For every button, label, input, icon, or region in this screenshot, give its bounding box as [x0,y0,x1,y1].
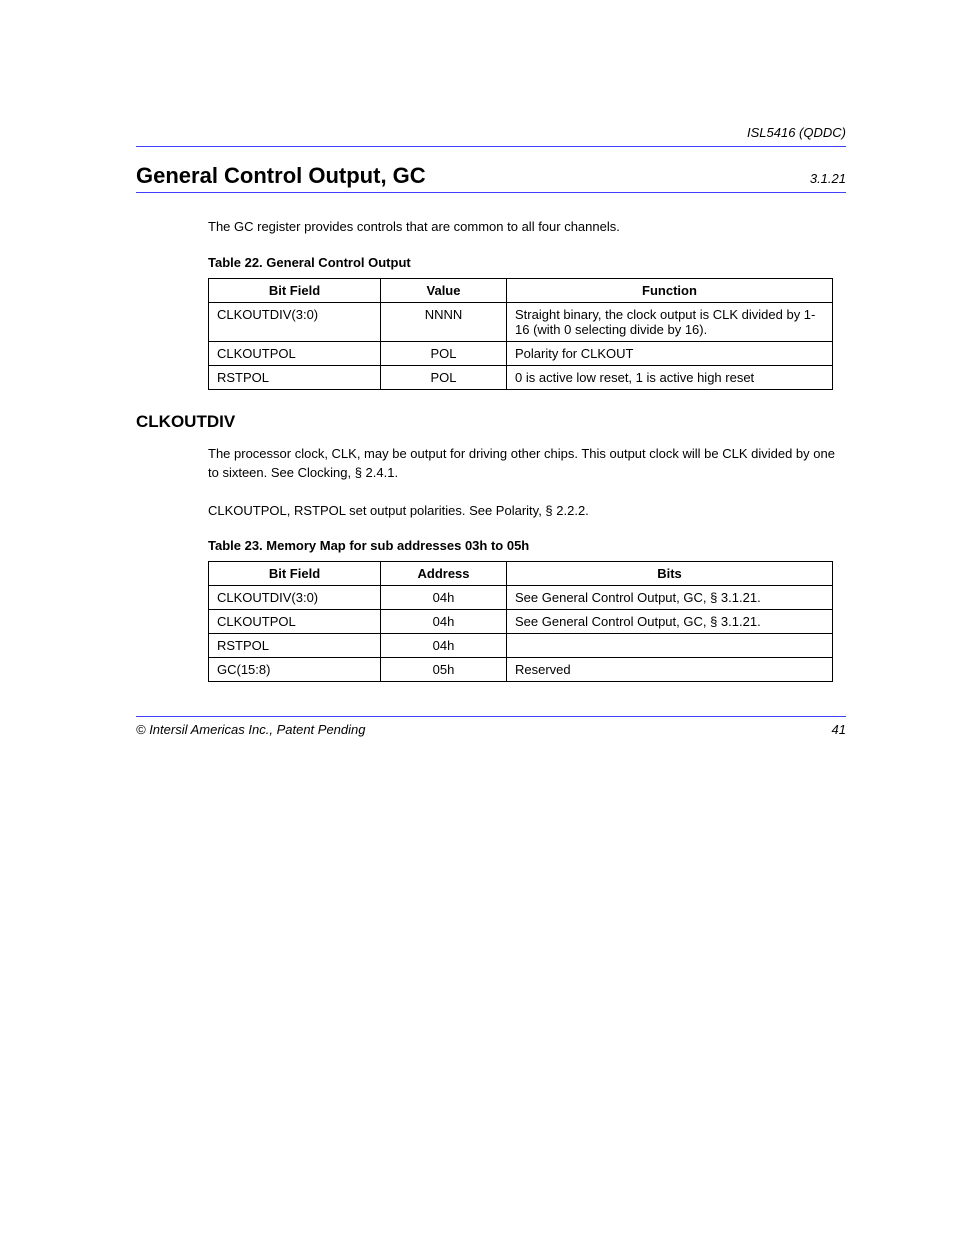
table-row: CLKOUTPOL POL Polarity for CLKOUT [209,341,833,365]
table-cell: 04h [381,610,507,634]
table-row: CLKOUTDIV(3:0) NNNN Straight binary, the… [209,302,833,341]
table-cell [507,634,833,658]
table-header-cell: Bits [507,562,833,586]
section-number: 3.1.21 [810,171,846,186]
table-cell: 05h [381,658,507,682]
table-header-cell: Value [381,278,507,302]
table-row: RSTPOL POL 0 is active low reset, 1 is a… [209,365,833,389]
subsection-paragraph-1: The processor clock, CLK, may be output … [208,444,846,483]
section-title: General Control Output, GC [136,163,426,189]
table-header-cell: Address [381,562,507,586]
table-cell: 04h [381,634,507,658]
table-cell: NNNN [381,302,507,341]
table-cell: GC(15:8) [209,658,381,682]
table-row: CLKOUTDIV(3:0) 04h See General Control O… [209,586,833,610]
table-cell: RSTPOL [209,634,381,658]
table-cell: See General Control Output, GC, § 3.1.21… [507,586,833,610]
footer-left: © Intersil Americas Inc., Patent Pending [136,722,365,737]
document-title: ISL5416 (QDDC) [747,125,846,140]
subsection-paragraph-2: CLKOUTPOL, RSTPOL set output polarities.… [208,501,846,521]
table-cell: 0 is active low reset, 1 is active high … [507,365,833,389]
table2: Bit Field Address Bits CLKOUTDIV(3:0) 04… [208,561,833,682]
table-cell: CLKOUTPOL [209,341,381,365]
table1: Bit Field Value Function CLKOUTDIV(3:0) … [208,278,833,390]
table-row: Bit Field Value Function [209,278,833,302]
table-header-cell: Bit Field [209,278,381,302]
table1-caption: Table 22. General Control Output [208,255,846,270]
intro-paragraph: The GC register provides controls that a… [208,217,846,237]
table-cell: POL [381,365,507,389]
table-cell: CLKOUTDIV(3:0) [209,586,381,610]
table-header-cell: Bit Field [209,562,381,586]
subsection-title: CLKOUTDIV [136,412,846,432]
table-row: RSTPOL 04h [209,634,833,658]
document-title-row: ISL5416 (QDDC) [136,125,846,147]
table2-caption: Table 23. Memory Map for sub addresses 0… [208,538,846,553]
footer-right: 41 [832,722,846,737]
table-row: GC(15:8) 05h Reserved [209,658,833,682]
footer-row: © Intersil Americas Inc., Patent Pending… [136,717,846,737]
table-cell: 04h [381,586,507,610]
table-cell: Polarity for CLKOUT [507,341,833,365]
table-cell: RSTPOL [209,365,381,389]
table-cell: Reserved [507,658,833,682]
table-row: CLKOUTPOL 04h See General Control Output… [209,610,833,634]
table-cell: CLKOUTPOL [209,610,381,634]
section-header: General Control Output, GC 3.1.21 [136,163,846,193]
table-header-cell: Function [507,278,833,302]
table-cell: Straight binary, the clock output is CLK… [507,302,833,341]
table-cell: CLKOUTDIV(3:0) [209,302,381,341]
table-row: Bit Field Address Bits [209,562,833,586]
table-cell: POL [381,341,507,365]
table-cell: See General Control Output, GC, § 3.1.21… [507,610,833,634]
